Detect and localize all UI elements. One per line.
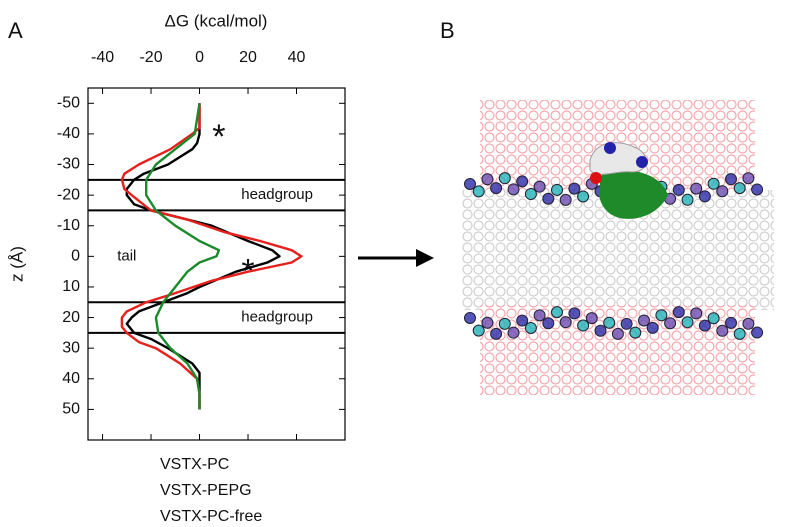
- lipid-bead: [533, 180, 546, 193]
- lipid-bead: [568, 182, 581, 195]
- lipid-bead: [559, 193, 572, 206]
- lipid-bead: [533, 309, 546, 322]
- x-tick-label: 0: [195, 49, 204, 66]
- annotation: headgroup: [241, 309, 313, 326]
- line: [145, 103, 221, 410]
- lipid-bead: [481, 316, 494, 329]
- arrow: [358, 249, 434, 267]
- lipid-bead: [507, 326, 520, 339]
- x-tick-label: -40: [91, 49, 114, 66]
- y-tick-label: 20: [62, 309, 80, 326]
- lipid-bead: [620, 317, 633, 330]
- y-tick-label: -50: [57, 95, 80, 112]
- lipid-bead: [551, 183, 563, 196]
- lipid-bead: [577, 319, 590, 332]
- lipid-bead: [472, 185, 485, 198]
- lipid-bead: [646, 321, 659, 334]
- panel-label: A: [8, 18, 23, 43]
- lipid-bead: [681, 193, 694, 206]
- lipid-bead: [690, 182, 703, 195]
- legend-label: VSTX-PEPG: [160, 482, 252, 499]
- lipid-bead: [742, 317, 755, 330]
- x-axis-title: ΔG (kcal/mol): [165, 11, 268, 30]
- lipid-bead: [551, 306, 563, 319]
- lipid-bead: [716, 185, 729, 198]
- lipid-bead: [751, 183, 764, 196]
- y-axis-title: z (Å): [7, 246, 26, 282]
- lipid-bead: [672, 306, 685, 319]
- membrane-snapshot: [462, 100, 774, 395]
- y-tick-label: 10: [62, 278, 80, 295]
- lipid-bead: [603, 316, 616, 329]
- y-tick-label: -20: [57, 186, 80, 203]
- lipid-bead: [498, 172, 511, 185]
- lipid-bead: [664, 317, 677, 330]
- lipid-bead: [481, 173, 494, 186]
- lipid-bead: [655, 309, 668, 322]
- lipid-bead: [568, 307, 581, 320]
- lipid-bead: [742, 172, 755, 185]
- lipid-bead: [490, 182, 503, 195]
- lipid-bead: [498, 317, 511, 330]
- annotation: tail: [117, 247, 136, 264]
- y-tick-label: 40: [62, 370, 80, 387]
- lipid-bead: [690, 307, 703, 320]
- lipid-bead: [524, 188, 537, 201]
- lipid-bead: [464, 312, 476, 324]
- annotation: *: [212, 118, 225, 156]
- lipid-bead: [542, 192, 555, 205]
- lipid-bead: [725, 316, 737, 329]
- plot: -40 -20 0 20 40 -50 -40 -30 -20 -10 0 10 20 30 40 50 hea…: [57, 49, 346, 525]
- panel-label: B: [440, 18, 455, 43]
- lipid-bead: [751, 326, 764, 339]
- lipid-bead: [681, 316, 694, 329]
- lipid-bead: [707, 312, 720, 325]
- legend-label: VSTX-PC-free: [160, 508, 262, 525]
- y-tick-label: -40: [57, 125, 80, 142]
- x-tick-label: 20: [239, 49, 257, 66]
- y-tick-label: -30: [57, 156, 80, 173]
- y-tick-label: -10: [57, 217, 80, 234]
- lipid-bead: [698, 319, 711, 332]
- lipid-bead: [629, 326, 642, 339]
- x-tick-label: -20: [139, 49, 162, 66]
- x-tick-label: 40: [288, 49, 306, 66]
- y-tick-label: 50: [62, 401, 80, 418]
- lipid-bead: [733, 182, 746, 195]
- lipid-bead: [516, 314, 529, 327]
- y-tick-label: 30: [62, 339, 80, 356]
- lipid-bead: [542, 317, 555, 330]
- plot-frame: [87, 87, 346, 441]
- y-tick-label: 0: [71, 248, 80, 265]
- lipid-bead: [464, 178, 476, 190]
- lipid-bead: [725, 173, 737, 186]
- lipid-bead: [516, 175, 529, 188]
- lipid-bead: [585, 312, 598, 325]
- lipid-bead: [611, 327, 624, 340]
- annotation: headgroup: [241, 186, 313, 203]
- lipid-bead: [733, 327, 746, 340]
- lipid-bead: [594, 324, 607, 337]
- lipid-bead: [672, 183, 685, 196]
- lipid-bead: [524, 321, 537, 334]
- lipid-bead: [577, 190, 590, 203]
- lipid-bead: [707, 177, 720, 190]
- lipid-bead: [472, 324, 485, 337]
- legend-label: VSTX-PC: [160, 456, 229, 473]
- line: [125, 103, 281, 410]
- lipid-bead: [559, 316, 572, 329]
- lipid-bead: [716, 324, 729, 337]
- lipid-bead: [507, 183, 520, 196]
- lipid-bead: [638, 314, 650, 327]
- lipid-bead: [698, 190, 711, 203]
- line: [120, 103, 303, 410]
- lipid-bead: [490, 327, 503, 340]
